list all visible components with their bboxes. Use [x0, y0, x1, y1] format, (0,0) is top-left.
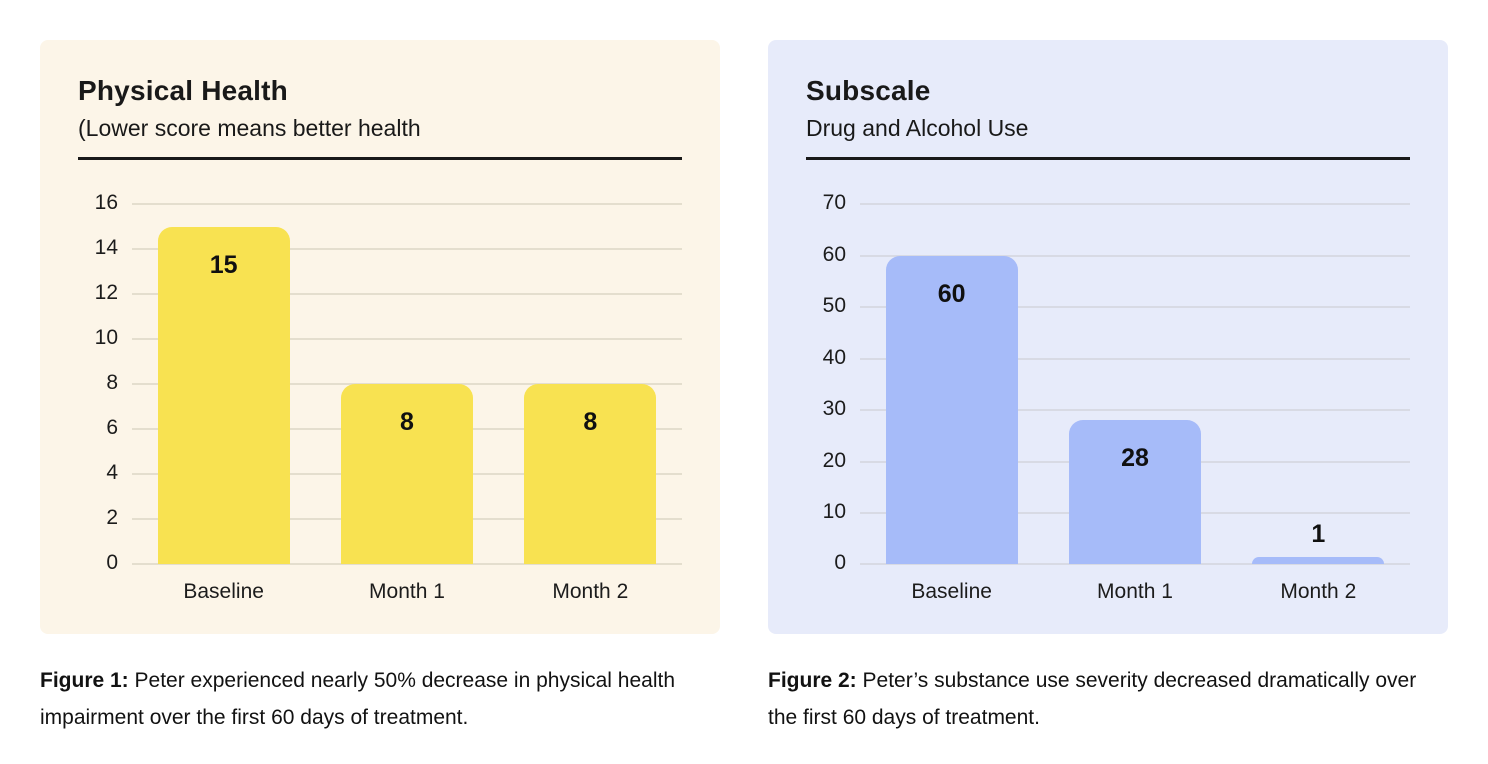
gridline-16 — [132, 203, 682, 206]
bar-month-2: 8 — [524, 384, 657, 565]
y-axis-tick-40: 40 — [822, 345, 846, 369]
gridline-70 — [860, 203, 1410, 206]
y-axis-tick-0: 0 — [106, 551, 118, 575]
x-axis-label-month-2: Month 2 — [1280, 580, 1357, 604]
x-axis-spacer — [78, 580, 132, 604]
y-axis-tick-12: 12 — [94, 281, 118, 305]
figure-1-caption: Figure 1: Peter experienced nearly 50% d… — [40, 662, 720, 737]
x-axis: Baseline Month 1 Month 2 — [78, 580, 682, 604]
gridline-0 — [860, 563, 1410, 566]
y-axis-tick-60: 60 — [822, 242, 846, 266]
bar-value-label: 8 — [583, 408, 598, 437]
y-axis-tick-8: 8 — [106, 371, 118, 395]
y-axis-tick-50: 50 — [822, 294, 846, 318]
plot-area: 60 28 1 — [860, 203, 1410, 566]
figure-1-divider — [78, 157, 682, 161]
figure-2-caption-label: Figure 2: — [768, 669, 857, 692]
plot-area: 15 8 8 — [132, 203, 682, 566]
x-axis-spacer — [806, 580, 860, 604]
bar-value-label: 60 — [937, 279, 966, 308]
bar-value-label: 28 — [1121, 444, 1149, 473]
figure-2-divider — [806, 157, 1410, 161]
bars-group: 60 28 1 — [860, 204, 1410, 565]
gridline-14 — [132, 248, 682, 251]
x-axis: Baseline Month 1 Month 2 — [806, 580, 1410, 604]
x-axis-label-month-2: Month 2 — [552, 580, 629, 604]
bar-slot-baseline: 15 — [132, 204, 315, 565]
figure-1-card: Physical Health (Lower score means bette… — [40, 40, 720, 634]
bar-month-1: 8 — [341, 384, 473, 565]
bar-value-label: 15 — [209, 250, 238, 279]
bars-group: 15 8 8 — [132, 204, 682, 565]
y-axis: 0 2 4 6 8 10 12 14 16 — [78, 192, 118, 575]
y-axis-tick-0: 0 — [834, 551, 846, 575]
y-axis: 0 10 20 30 40 50 60 70 — [806, 192, 846, 575]
bar-month-2 — [1252, 557, 1385, 565]
bar-baseline: 15 — [157, 226, 290, 565]
bar-value-label: 8 — [400, 408, 414, 437]
gridline-60 — [860, 254, 1410, 257]
bar-baseline: 60 — [885, 255, 1018, 565]
x-axis-label-baseline: Baseline — [911, 580, 992, 604]
gridline-30 — [860, 409, 1410, 412]
y-axis-tick-16: 16 — [94, 191, 118, 215]
y-axis-tick-4: 4 — [106, 461, 118, 485]
case-study-figures: Physical Health (Lower score means bette… — [40, 40, 1448, 737]
figure-1-subtitle: (Lower score means better health — [78, 114, 421, 141]
figure-2-card: Subscale Drug and Alcohol Use 0 10 20 30 40 5… — [768, 40, 1448, 634]
figure-2-caption-text: Peter’s substance use severity decreased… — [768, 669, 1417, 730]
captions-row: Figure 1: Peter experienced nearly 50% d… — [40, 662, 1448, 737]
gridline-10 — [132, 338, 682, 341]
figure-1-caption-label: Figure 1: — [40, 669, 129, 692]
figure-1-header: Physical Health (Lower score means bette… — [78, 74, 682, 161]
y-axis-tick-10: 10 — [94, 326, 118, 350]
y-axis-tick-2: 2 — [106, 506, 118, 530]
physical-health-bar-chart: 0 2 4 6 8 10 12 14 16 15 8 8 Baseline Month 1 Month 2 — [78, 192, 682, 604]
figure-2-caption: Figure 2: Peter’s substance use severity… — [768, 662, 1448, 737]
bar-slot-month-2: 8 — [499, 204, 682, 565]
gridline-50 — [860, 306, 1410, 309]
x-axis-label-month-1: Month 1 — [369, 580, 445, 604]
figure-2-title: Subscale — [806, 75, 931, 106]
bar-month-1: 28 — [1069, 420, 1201, 565]
bar-slot-month-1: 8 — [315, 204, 498, 565]
y-axis-tick-70: 70 — [822, 191, 846, 215]
y-axis-tick-30: 30 — [822, 397, 846, 421]
gridline-40 — [860, 357, 1410, 360]
y-axis-tick-20: 20 — [822, 448, 846, 472]
gridline-12 — [132, 293, 682, 296]
x-axis-label-baseline: Baseline — [183, 580, 264, 604]
bar-value-label: 1 — [1311, 520, 1326, 549]
y-axis-tick-14: 14 — [94, 236, 118, 260]
figure-2-header: Subscale Drug and Alcohol Use — [806, 74, 1410, 161]
x-axis-label-month-1: Month 1 — [1097, 580, 1173, 604]
y-axis-tick-6: 6 — [106, 416, 118, 440]
y-axis-tick-10: 10 — [822, 500, 846, 524]
bar-slot-month-2: 1 — [1227, 204, 1410, 565]
figure-2-subtitle: Drug and Alcohol Use — [806, 114, 1029, 141]
gridline-0 — [132, 563, 682, 566]
figure-1-caption-text: Peter experienced nearly 50% decrease in… — [40, 669, 676, 730]
bar-slot-baseline: 60 — [860, 204, 1043, 565]
figure-cards-row: Physical Health (Lower score means bette… — [40, 40, 1448, 634]
drug-alcohol-use-bar-chart: 0 10 20 30 40 50 60 70 60 28 1 Baseline Month 1 Month… — [806, 192, 1410, 604]
bar-slot-month-1: 28 — [1043, 204, 1226, 565]
figure-1-title: Physical Health — [78, 75, 288, 106]
